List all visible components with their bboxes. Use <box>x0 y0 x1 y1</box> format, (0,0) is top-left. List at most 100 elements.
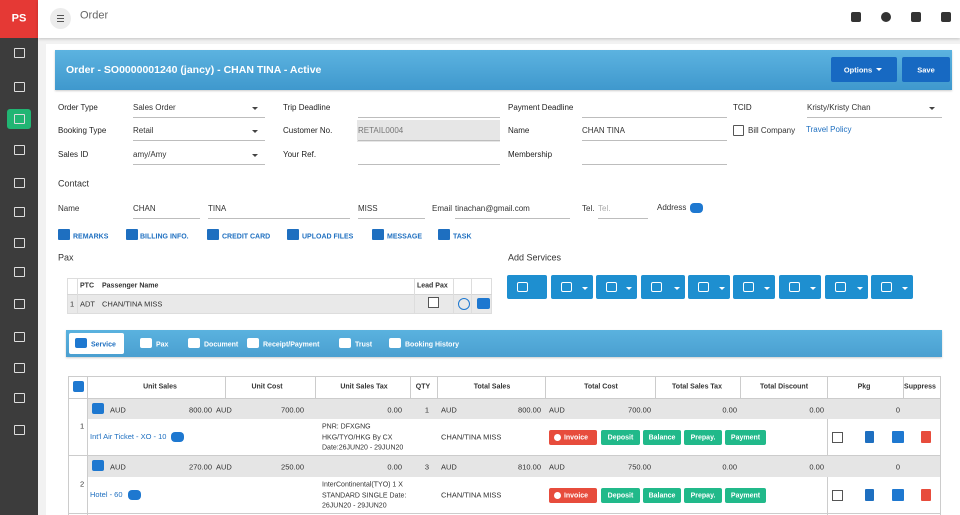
field-value: Sales Order <box>133 103 176 112</box>
input-field[interactable] <box>133 199 200 219</box>
input-field[interactable] <box>133 145 265 165</box>
options-button[interactable] <box>831 57 897 82</box>
input-field[interactable] <box>598 199 648 219</box>
nav-icon[interactable] <box>14 425 25 435</box>
input-field[interactable] <box>133 98 265 118</box>
document-icon[interactable] <box>865 489 874 501</box>
tab[interactable]: Trust <box>355 341 373 349</box>
nav-icon[interactable] <box>14 178 25 188</box>
column-header: Pkg <box>857 383 871 391</box>
tab-icon <box>140 338 152 348</box>
checkbox[interactable] <box>733 125 744 136</box>
pax-money-icon[interactable] <box>458 298 470 310</box>
action-button[interactable] <box>725 488 766 503</box>
nav-icon[interactable] <box>14 299 25 309</box>
input-field[interactable] <box>358 98 500 118</box>
action-link[interactable]: CREDIT CARD <box>222 233 271 241</box>
delete-icon[interactable] <box>921 489 931 501</box>
pax-card-icon[interactable] <box>477 298 490 309</box>
nav-icon[interactable] <box>14 267 25 277</box>
divider <box>225 376 226 398</box>
cell: 700.00 <box>628 404 651 414</box>
chat-icon[interactable] <box>171 432 185 442</box>
nav-icon[interactable] <box>14 114 25 124</box>
input-field[interactable] <box>807 98 942 118</box>
action-button[interactable] <box>643 430 681 445</box>
readonly-field <box>357 120 500 142</box>
address-chat-icon[interactable] <box>690 203 703 213</box>
nav-icon[interactable] <box>14 207 25 217</box>
input-field[interactable] <box>133 121 265 141</box>
input-field[interactable] <box>358 121 500 141</box>
input-field[interactable] <box>358 199 425 219</box>
action-icon[interactable] <box>287 229 299 240</box>
action-icon[interactable] <box>372 229 384 240</box>
input-field[interactable] <box>455 199 570 219</box>
action-link[interactable]: UPLOAD FILES <box>302 233 354 241</box>
divider <box>471 278 472 314</box>
action-button[interactable] <box>601 430 640 445</box>
action-button[interactable] <box>684 430 722 445</box>
input-field[interactable] <box>582 145 727 165</box>
input-field[interactable] <box>582 98 727 118</box>
action-link[interactable]: MESSAGE <box>387 233 423 241</box>
divider <box>410 376 411 398</box>
input-field[interactable] <box>358 145 500 165</box>
table-settings-icon[interactable] <box>73 381 84 392</box>
detail: 26JUN20 - 29JUN20 <box>322 502 387 510</box>
action-button[interactable] <box>601 488 640 503</box>
divider <box>68 455 940 456</box>
service-link[interactable]: Int'l Air Ticket - XO - 10 <box>90 432 185 442</box>
menu-button[interactable] <box>50 8 71 29</box>
action-link[interactable]: REMARKS <box>73 233 109 241</box>
detail: Date:26JUN20 - 29JUN20 <box>322 444 404 452</box>
copy-icon[interactable] <box>892 431 904 443</box>
pkg-checkbox[interactable] <box>832 432 843 443</box>
toolbar-icon[interactable] <box>941 12 951 22</box>
tab[interactable]: Service <box>91 341 116 349</box>
link[interactable]: Travel Policy <box>806 125 852 134</box>
service-link[interactable]: Hotel - 60 <box>90 490 141 500</box>
cell: CHAN/TINA MISS <box>441 432 502 442</box>
action-button[interactable] <box>643 488 681 503</box>
tab[interactable]: Booking History <box>405 341 460 349</box>
toolbar-icon[interactable] <box>881 12 891 22</box>
action-button[interactable] <box>684 488 722 503</box>
save-button[interactable] <box>902 57 950 82</box>
action-button[interactable] <box>725 430 766 445</box>
field-value: CHAN <box>133 204 156 213</box>
divider <box>77 278 78 314</box>
document-icon[interactable] <box>865 431 874 443</box>
nav-icon[interactable] <box>14 238 25 248</box>
action-button[interactable] <box>549 430 597 445</box>
input-field[interactable] <box>208 199 350 219</box>
action-link[interactable]: TASK <box>453 233 472 241</box>
delete-icon[interactable] <box>921 431 931 443</box>
invoice-dot <box>554 434 561 441</box>
nav-icon[interactable] <box>14 48 25 58</box>
logo: PS <box>11 12 27 25</box>
field-label: Trip Deadline <box>283 103 331 112</box>
action-icon[interactable] <box>126 229 138 240</box>
nav-icon[interactable] <box>14 332 25 342</box>
toolbar-icon[interactable] <box>851 12 861 22</box>
lead-pax-checkbox[interactable] <box>428 297 439 308</box>
nav-icon[interactable] <box>14 363 25 373</box>
toolbar-icon[interactable] <box>911 12 921 22</box>
tab[interactable]: Receipt/Payment <box>263 341 320 349</box>
action-link[interactable]: BILLING INFO. <box>140 233 189 241</box>
action-icon[interactable] <box>438 229 450 240</box>
input-field[interactable] <box>582 121 727 141</box>
nav-icon[interactable] <box>14 393 25 403</box>
nav-icon[interactable] <box>14 145 25 155</box>
tab[interactable]: Pax <box>156 341 169 349</box>
action-icon[interactable] <box>58 229 70 240</box>
tab[interactable]: Document <box>204 341 239 349</box>
action-icon[interactable] <box>207 229 219 240</box>
pkg-checkbox[interactable] <box>832 490 843 501</box>
copy-icon[interactable] <box>892 489 904 501</box>
action-button[interactable] <box>549 488 597 503</box>
chat-icon[interactable] <box>127 490 141 500</box>
divider <box>940 376 941 515</box>
nav-icon[interactable] <box>14 82 25 92</box>
